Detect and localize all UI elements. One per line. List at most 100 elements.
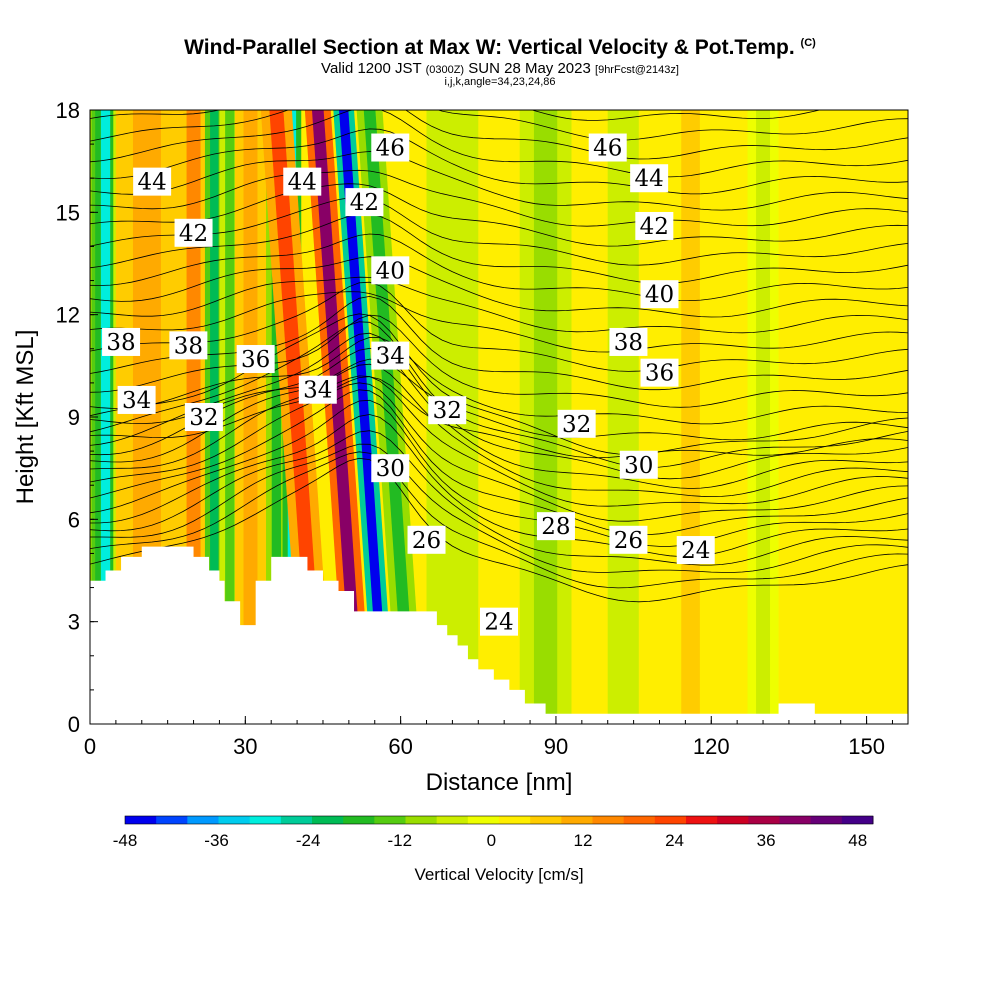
colorbar-tick-label: -12 [387,831,412,850]
colorbar-swatch [841,816,874,824]
theta-label: 44 [630,164,669,193]
chart-title: Wind-Parallel Section at Max W: Vertical… [184,36,816,59]
colorbar-tick-label: 36 [757,831,776,850]
theta-label-text: 38 [614,330,643,356]
colorbar-swatch [436,816,469,824]
y-tick-label: 12 [56,303,80,328]
theta-label-text: 42 [179,221,208,247]
velocity-band-core [616,110,631,724]
theta-label-box [630,164,669,193]
theta-label-box [609,525,648,554]
colorbar-swatch [218,816,251,824]
colorbar-tick-label: -48 [113,831,138,850]
colorbar-frame [124,815,874,825]
theta-label-text: 32 [562,412,591,438]
terrain [90,546,908,724]
theta-label-text: 44 [137,170,166,196]
x-axis-label: Distance [nm] [426,769,573,796]
theta-label: 24 [480,607,518,636]
theta-label-text: 46 [376,136,405,162]
theta-label-box [588,133,627,162]
theta-label: 44 [283,167,322,196]
theta-label-text: 42 [640,214,669,240]
theta-label-text: 46 [593,136,622,162]
colorbar-tick-label: 24 [665,831,684,850]
colorbar-swatch [374,816,406,824]
theta-label: 34 [371,341,410,370]
theta-label-box [536,512,575,541]
x-tick-label: 0 [84,734,96,759]
chart-indices: i,j,k,angle=34,23,24,86 [444,76,556,88]
y-tick-label: 0 [68,712,80,737]
colorbar-tick-label: 12 [573,831,592,850]
theta-label-text: 38 [106,330,135,356]
theta-label-text: 30 [376,456,405,482]
theta-label-text: 34 [122,388,151,414]
theta-label: 32 [428,396,467,425]
theta-label: 30 [619,450,658,479]
theta-label-text: 36 [241,347,270,373]
colorbar: -48 -36 -24 -12 0 12 24 36 48 [113,815,874,850]
velocity-band-core [243,110,258,724]
theta-label-box [640,358,679,387]
theta-label: 42 [174,218,213,247]
isentrope-line [90,169,908,227]
theta-label-box [371,454,410,483]
colorbar-label: Vertical Velocity [cm/s] [414,865,583,884]
colorbar-swatch [405,816,438,824]
isentrope-line [90,24,908,87]
theta-label: 32 [184,403,223,431]
theta-label-box [609,327,648,356]
isentrope-line [90,281,908,372]
y-tick-label: 6 [68,507,80,532]
isentrope-line [90,347,908,489]
colorbar-swatch [467,816,500,824]
isentrope-line [90,276,908,334]
colorbar-swatch [280,816,313,824]
theta-label-text: 26 [412,528,441,554]
theta-label: 30 [371,454,410,483]
theta-label-text: 24 [681,538,710,564]
isentrope-line [90,451,908,589]
theta-label-box [640,280,679,309]
isentrope-line [90,363,908,498]
colorbar-swatch [125,816,157,824]
colorbar-swatch [312,816,344,824]
theta-label-text: 34 [303,378,332,404]
colorbar-swatch [717,816,749,824]
isentrope-line [90,443,908,573]
isentrope-line [90,256,908,318]
velocity-band-core [533,110,558,724]
theta-label-box [345,188,384,217]
theta-label: 38 [609,327,648,356]
isentrope-line [90,430,908,566]
isentrope-line [90,128,908,195]
isentrope-line [90,336,908,425]
theta-label-box [371,256,410,285]
theta-label-box [298,375,337,404]
isentrope-line [90,389,908,535]
colorbar-swatch [561,816,593,824]
theta-label-box [480,607,518,636]
colorbar-swatch [686,816,718,824]
isentrope-line [90,295,908,391]
theta-label: 40 [640,280,679,309]
theta-label-text: 38 [174,333,203,359]
theta-label: 44 [133,167,172,196]
theta-label-text: 42 [350,190,379,216]
isentrope-line [90,110,908,160]
theta-label-text: 32 [433,398,462,424]
isentrope-line [90,382,908,522]
theta-label: 28 [536,512,575,541]
isentrope-line [90,375,908,507]
x-tick-label: 90 [544,734,568,759]
isentrope-line [90,151,908,211]
colorbar-swatch [748,816,780,824]
isentrope-line [90,196,908,266]
isentrope-line [530,110,822,121]
theta-label-box [236,345,275,374]
theta-label: 42 [635,211,674,240]
theta-label-box [428,396,467,425]
